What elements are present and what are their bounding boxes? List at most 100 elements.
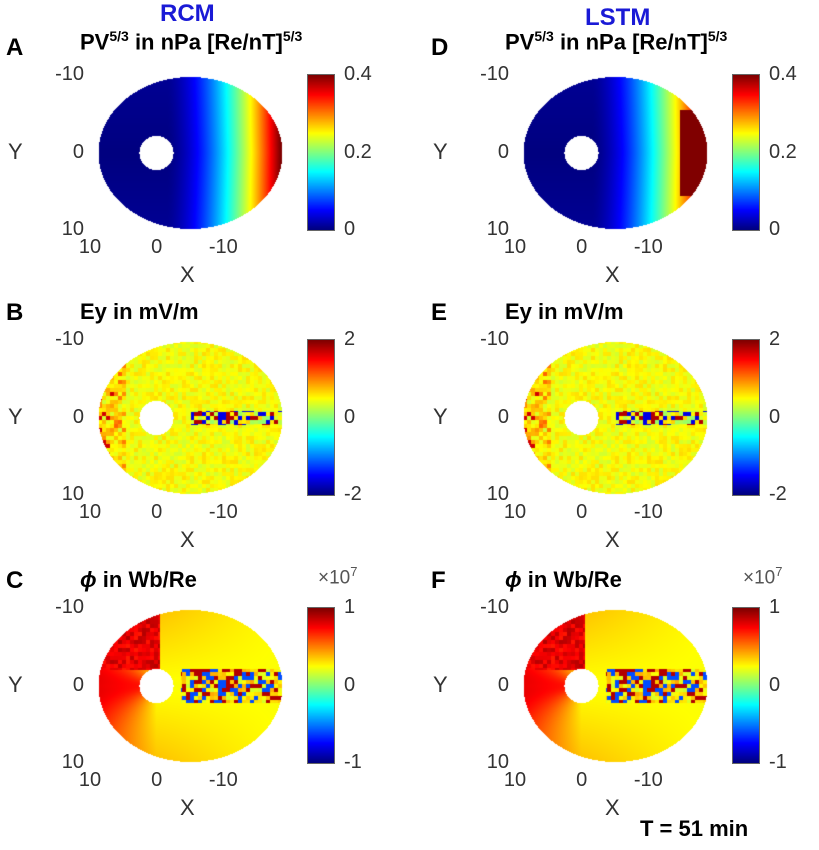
x-axis-label: X bbox=[180, 527, 195, 552]
colorbar-tick-label: 0.2 bbox=[769, 140, 797, 163]
x-tick-label: 0 bbox=[151, 769, 163, 791]
colorbar-tick-label: 1 bbox=[769, 596, 781, 618]
y-tick-label: 0 bbox=[72, 673, 84, 696]
panel-title: Ey in mV/m bbox=[505, 299, 624, 324]
colorbar bbox=[307, 74, 335, 231]
panel-title: PV5/3 in nPa [Re/nT]5/3 bbox=[80, 28, 303, 55]
heatmap-efield bbox=[515, 340, 715, 495]
colorbar-tick-label: 0 bbox=[344, 673, 356, 696]
x-tick-label: 10 bbox=[503, 769, 527, 791]
y-tick-label: 10 bbox=[61, 751, 84, 773]
x-tick-label: -10 bbox=[208, 501, 238, 523]
y-tick-label: -10 bbox=[480, 596, 509, 618]
model-label-lstm: LSTM bbox=[585, 4, 651, 31]
colorbar-tick-label: 0.2 bbox=[344, 140, 372, 163]
y-tick-label: 10 bbox=[486, 751, 509, 773]
panel-letter: D bbox=[431, 34, 449, 61]
y-tick-label: 10 bbox=[486, 218, 509, 240]
panel-letter: E bbox=[431, 299, 448, 326]
colorbar-tick-label: 1 bbox=[344, 596, 356, 618]
x-tick-label: 10 bbox=[78, 236, 102, 258]
colorbar-tick-label: -2 bbox=[344, 483, 362, 505]
x-tick-label: 10 bbox=[503, 501, 527, 523]
colorbar-tick-label: 0.4 bbox=[344, 63, 372, 85]
y-tick-label: 10 bbox=[486, 483, 509, 505]
colorbar-tick-label: -2 bbox=[769, 483, 787, 505]
y-tick-label: 0 bbox=[497, 405, 509, 428]
x-axis-label: X bbox=[180, 795, 195, 820]
heatmap-pressure_lstm bbox=[515, 75, 715, 230]
y-tick-label: 0 bbox=[497, 673, 509, 696]
y-axis-label: Y bbox=[8, 671, 23, 697]
heatmap-potential bbox=[515, 608, 715, 763]
panel-title: ϕ in Wb/Re bbox=[505, 567, 622, 592]
y-axis-label: Y bbox=[433, 671, 448, 697]
x-tick-label: 10 bbox=[503, 236, 527, 258]
y-tick-label: -10 bbox=[55, 63, 84, 85]
colorbar-multiplier: ×107 bbox=[318, 564, 358, 589]
y-tick-label: -10 bbox=[480, 328, 509, 350]
y-tick-label: 0 bbox=[497, 140, 509, 163]
x-axis-label: X bbox=[605, 527, 620, 552]
colorbar-tick-label: -1 bbox=[344, 751, 362, 773]
y-tick-label: -10 bbox=[480, 63, 509, 85]
x-tick-label: 10 bbox=[78, 769, 102, 791]
footer-time: T = 51 min bbox=[640, 816, 749, 841]
panel-letter: C bbox=[6, 567, 24, 594]
colorbar-tick-label: 0 bbox=[344, 218, 356, 240]
x-tick-label: -10 bbox=[208, 769, 238, 791]
y-tick-label: -10 bbox=[55, 596, 84, 618]
colorbar-tick-label: 0 bbox=[769, 218, 781, 240]
panel-d: D PV5/3 in nPa [Re/nT]5/3 -10 0 10 10 0 -10 X Y 0 0… bbox=[425, 0, 819, 287]
y-axis-label: Y bbox=[8, 403, 23, 429]
x-axis-label: X bbox=[605, 795, 620, 820]
x-tick-label: -10 bbox=[633, 769, 663, 791]
panel-title: Ey in mV/m bbox=[80, 299, 199, 324]
x-axis-label: X bbox=[605, 262, 620, 287]
x-tick-label: 0 bbox=[576, 236, 588, 258]
x-tick-label: 0 bbox=[151, 236, 163, 258]
colorbar bbox=[732, 607, 760, 764]
panel-title: ϕ in Wb/Re bbox=[80, 567, 197, 592]
heatmap-potential bbox=[90, 608, 290, 763]
y-tick-label: 0 bbox=[72, 140, 84, 163]
y-tick-label: 10 bbox=[61, 483, 84, 505]
colorbar-tick-label: 0 bbox=[769, 673, 781, 696]
colorbar-tick-label: 0 bbox=[769, 405, 781, 428]
panel-title: PV5/3 in nPa [Re/nT]5/3 bbox=[505, 28, 728, 55]
x-tick-label: -10 bbox=[633, 236, 663, 258]
panel-letter: A bbox=[6, 34, 24, 61]
model-label-rcm: RCM bbox=[160, 0, 215, 27]
x-tick-label: -10 bbox=[208, 236, 238, 258]
colorbar bbox=[732, 339, 760, 496]
x-tick-label: 10 bbox=[78, 501, 102, 523]
y-tick-label: 0 bbox=[72, 405, 84, 428]
colorbar-tick-label: -1 bbox=[769, 751, 787, 773]
x-tick-label: 0 bbox=[151, 501, 163, 523]
x-tick-label: 0 bbox=[576, 769, 588, 791]
panel-e: E Ey in mV/m -10 0 10 10 0 -10 X Y -2 0 2 bbox=[425, 265, 819, 552]
heatmap-efield bbox=[90, 340, 290, 495]
y-axis-label: Y bbox=[8, 138, 23, 164]
colorbar-multiplier: ×107 bbox=[743, 564, 783, 589]
y-tick-label: 10 bbox=[61, 218, 84, 240]
x-tick-label: -10 bbox=[633, 501, 663, 523]
colorbar bbox=[307, 339, 335, 496]
colorbar-tick-label: 0 bbox=[344, 405, 356, 428]
y-axis-label: Y bbox=[433, 138, 448, 164]
panel-b: B Ey in mV/m -10 0 10 10 0 -10 X Y -2 0 2 bbox=[0, 265, 394, 552]
y-tick-label: -10 bbox=[55, 328, 84, 350]
colorbar-tick-label: 2 bbox=[769, 328, 781, 350]
panel-a: A PV5/3 in nPa [Re/nT]5/3 -10 0 10 10 0 -10 X Y 0 0… bbox=[0, 0, 394, 287]
colorbar-tick-label: 0.4 bbox=[769, 63, 797, 85]
colorbar-tick-label: 2 bbox=[344, 328, 356, 350]
heatmap-pressure bbox=[90, 75, 290, 230]
colorbar bbox=[307, 607, 335, 764]
y-axis-label: Y bbox=[433, 403, 448, 429]
colorbar bbox=[732, 74, 760, 231]
x-axis-label: X bbox=[180, 262, 195, 287]
panel-letter: B bbox=[6, 299, 24, 326]
